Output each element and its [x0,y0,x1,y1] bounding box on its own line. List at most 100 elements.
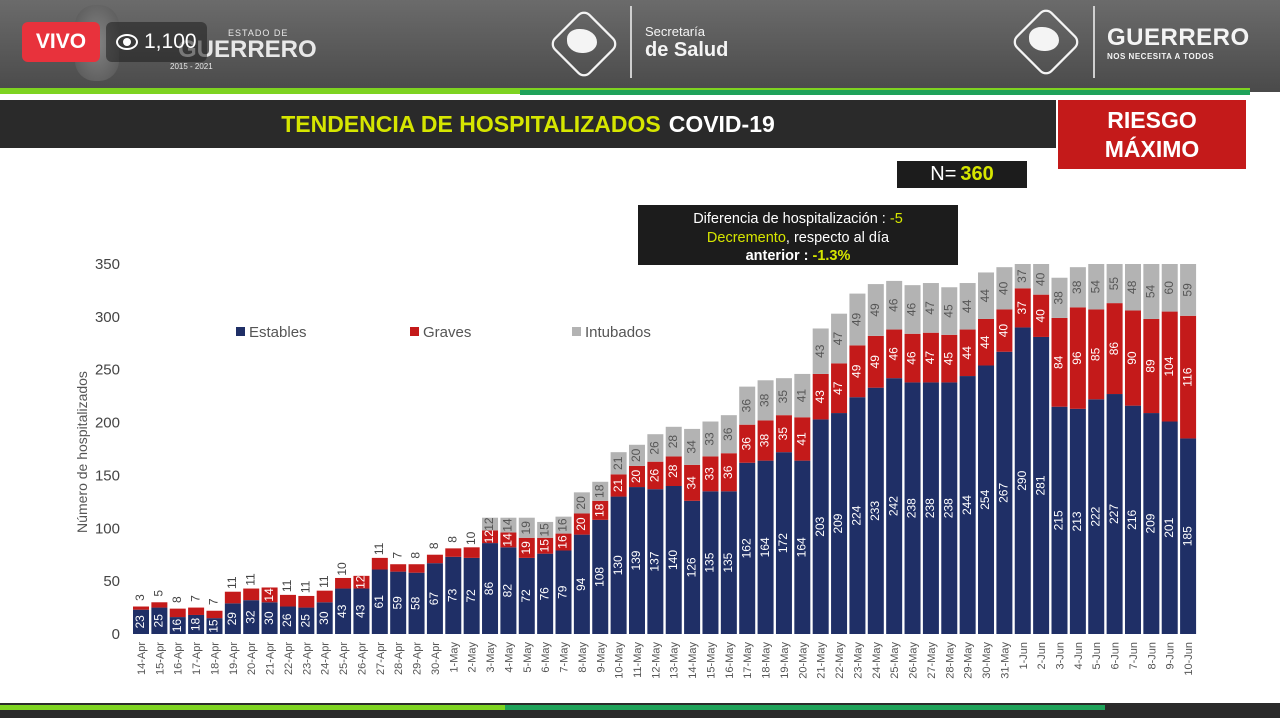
bar-estables [904,382,921,634]
decrement-rest: , respecto al día [785,229,890,246]
x-tick-label: 3-May [485,642,497,673]
x-tick-label: 27-May [926,642,938,679]
data-label: 46 [905,351,919,365]
bar-graves [1161,311,1178,422]
data-label: 94 [574,577,588,591]
data-label: 34 [684,440,698,454]
bar-intubados [647,434,664,462]
x-tick-label: 9-May [595,642,607,673]
data-label: 7 [188,595,202,602]
data-label: 162 [739,538,753,558]
y-tick-label: 0 [112,626,120,643]
data-label: 44 [978,289,992,303]
data-label: 45 [941,352,955,366]
y-tick-label: 200 [95,415,120,432]
x-tick-label: 20-May [797,642,809,679]
data-label: 213 [1070,511,1084,531]
bar-intubados [1161,264,1178,312]
data-label: 16 [170,619,184,633]
bar-estables [518,557,535,634]
x-tick-label: 3-Jun [1055,642,1067,670]
x-tick-label: 12-May [650,642,662,679]
secretaria-logo: Secretaría de Salud [645,24,728,62]
bar-graves [739,424,756,463]
data-label: 227 [1107,504,1121,524]
data-label: 233 [868,501,882,521]
data-label: 209 [1144,513,1158,533]
data-label: 104 [1162,356,1176,376]
data-label: 36 [739,437,753,451]
data-label: 41 [794,389,808,403]
data-label: 11 [225,576,239,589]
bar-graves [1051,317,1068,407]
data-label: 43 [813,344,827,358]
bar-intubados [482,517,499,531]
bar-estables [224,603,241,634]
bar-graves [482,530,499,544]
bar-estables [335,588,352,634]
secretaria-emblem-icon [547,7,621,81]
bar-graves [188,607,205,615]
bar-intubados [702,421,719,457]
bar-estables [537,553,554,634]
bar-graves [886,329,903,379]
data-label: 40 [997,324,1011,338]
bar-graves [426,554,443,564]
x-tick-label: 9-Jun [1165,642,1177,670]
bar-estables [279,606,296,634]
data-label: 26 [648,468,662,482]
data-label: 15 [537,523,551,537]
bar-intubados [1088,264,1105,310]
y-tick-label: 150 [95,467,120,484]
data-label: 11 [317,575,331,588]
data-label: 238 [905,498,919,518]
data-label: 7 [390,552,404,559]
data-label: 8 [427,542,441,549]
data-label: 19 [519,521,533,535]
bar-intubados [537,521,554,538]
data-label: 46 [886,347,900,361]
data-label: 47 [831,332,845,346]
risk-line2: MÁXIMO [1104,136,1200,162]
n-value: 360 [960,163,994,185]
bar-graves [463,547,480,558]
bar-graves [1069,307,1086,409]
previous-day-label: anterior : [745,248,809,264]
bar-graves [684,464,701,501]
bar-estables [445,556,462,634]
x-tick-label: 30-May [981,642,993,679]
data-label: 139 [629,550,643,570]
x-tick-label: 18-May [761,642,773,679]
bar-estables [1161,421,1178,634]
bar-estables [702,491,719,634]
data-label: 10 [335,562,349,576]
legend-swatch [410,327,419,336]
bar-estables [794,460,811,634]
bar-graves [169,608,186,618]
data-label: 38 [1070,280,1084,294]
data-label: 38 [758,434,772,448]
bar-graves [518,537,535,558]
bar-estables [922,382,939,634]
data-label: 36 [739,399,753,413]
bar-estables [1069,408,1086,634]
data-label: 140 [666,550,680,570]
data-label: 61 [372,595,386,609]
bar-estables [169,617,186,634]
bar-estables [665,486,682,634]
bar-estables [353,588,370,634]
data-label: 8 [170,596,184,603]
data-label: 29 [225,612,239,626]
x-tick-label: 13-May [669,642,681,679]
bar-graves [1180,315,1197,439]
bar-intubados [867,284,884,336]
x-tick-label: 4-May [503,642,515,673]
bar-graves [371,557,388,570]
data-label: 21 [611,478,625,492]
guerrero-logo-name: GUERRERO [1107,24,1250,51]
n-label: N= [930,163,957,185]
data-label: 23 [133,615,147,629]
data-label: 28 [666,464,680,478]
data-label: 44 [960,346,974,360]
viewer-count-badge: 1,100 [106,22,207,62]
